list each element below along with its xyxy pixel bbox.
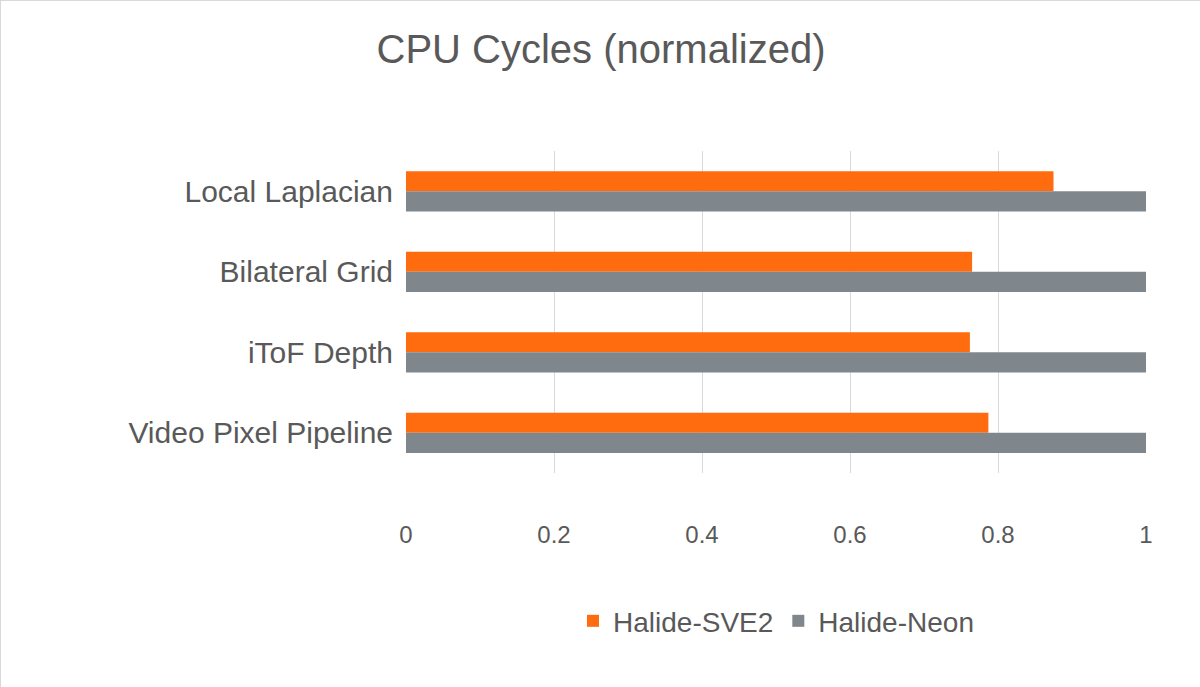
svg-text:0.2: 0.2 bbox=[537, 521, 570, 548]
svg-text:0.8: 0.8 bbox=[981, 521, 1014, 548]
svg-text:Local Laplacian: Local Laplacian bbox=[185, 175, 394, 208]
svg-text:Halide-SVE2: Halide-SVE2 bbox=[613, 607, 773, 638]
svg-text:iToF Depth: iToF Depth bbox=[248, 336, 393, 369]
svg-text:0: 0 bbox=[399, 521, 412, 548]
svg-text:0.6: 0.6 bbox=[833, 521, 866, 548]
svg-text:1: 1 bbox=[1139, 521, 1152, 548]
svg-text:Video Pixel Pipeline: Video Pixel Pipeline bbox=[128, 416, 393, 449]
svg-text:Bilateral Grid: Bilateral Grid bbox=[220, 255, 393, 288]
svg-text:Halide-Neon: Halide-Neon bbox=[818, 607, 974, 638]
svg-text:CPU Cycles (normalized): CPU Cycles (normalized) bbox=[377, 27, 826, 71]
svg-text:0.4: 0.4 bbox=[685, 521, 718, 548]
